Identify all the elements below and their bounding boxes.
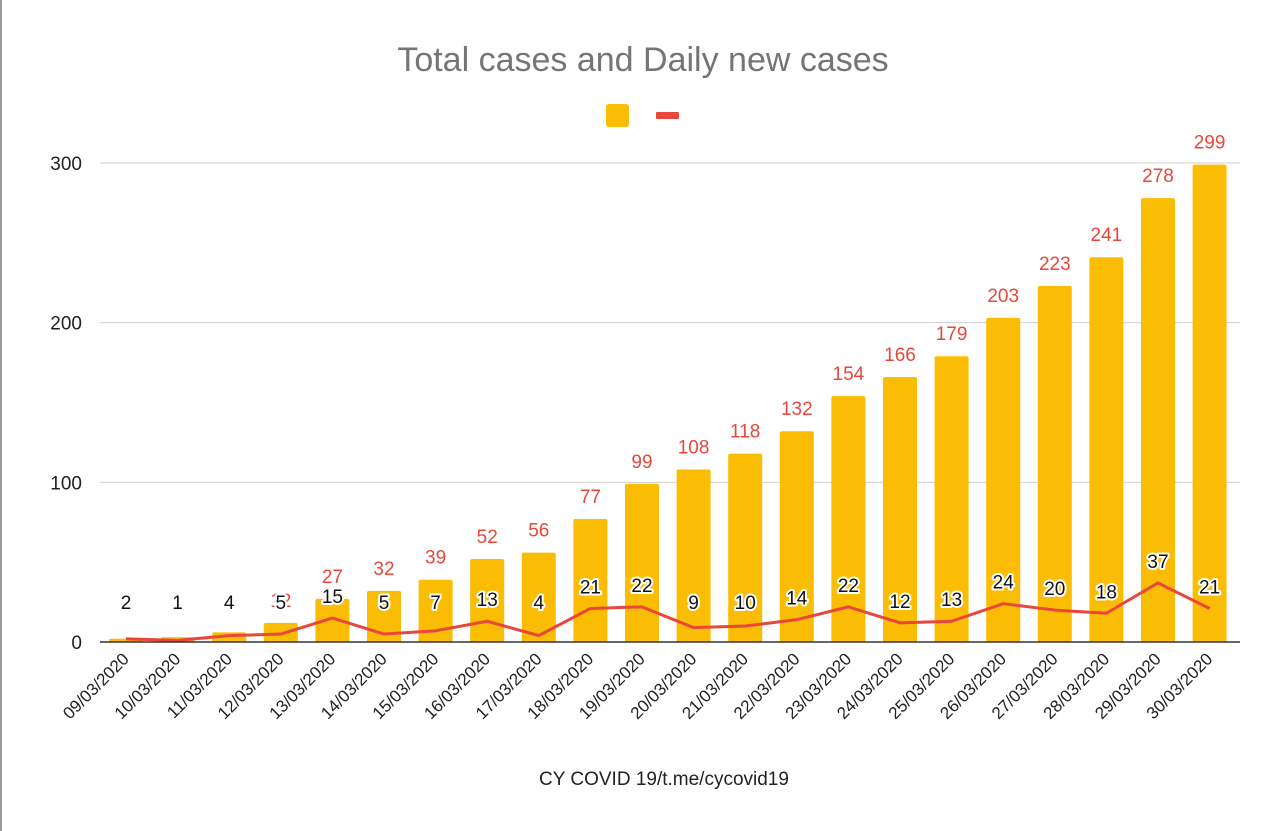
line-data-label: 4 [534, 593, 545, 614]
bar-data-label: 299 [1194, 133, 1226, 154]
bar-data-label: 278 [1142, 166, 1174, 187]
line-data-label: 13 [477, 590, 498, 611]
bar [986, 317, 1021, 642]
x-axis-ticks: 09/03/202010/03/202011/03/202012/03/2020… [59, 649, 1216, 723]
y-tick-label: 300 [50, 154, 82, 175]
line-data-label: 24 [993, 573, 1015, 594]
bar [315, 598, 350, 642]
line-data-label: 13 [941, 590, 962, 611]
line-data-label: 18 [1096, 582, 1117, 603]
line-data-label: 1 [172, 593, 183, 614]
bar [1037, 285, 1072, 642]
line-data-label: 5 [276, 593, 287, 614]
line-data-label: 20 [1044, 579, 1065, 600]
line-data-label: 22 [631, 576, 652, 597]
line-data-label: 5 [379, 593, 390, 614]
y-tick-label: 0 [71, 633, 82, 654]
bar [367, 590, 401, 642]
bar [676, 469, 711, 642]
bar-data-label: 52 [477, 527, 498, 548]
bar-data-label: 12 [270, 591, 291, 612]
legend-swatch-total [606, 104, 629, 127]
bar [1141, 198, 1175, 643]
y-tick-label: 100 [50, 473, 82, 494]
x-axis-title: CY COVID 19/t.me/cycovid19 [539, 769, 789, 790]
line-data-label: 14 [786, 589, 808, 610]
bar [728, 453, 763, 642]
bar-data-label: 223 [1039, 254, 1071, 275]
line-data-label: 21 [1199, 577, 1220, 598]
y-axis-ticks: 0 100 200 300 [50, 154, 82, 654]
line-data-label: 10 [735, 593, 756, 614]
line-data-label: 7 [430, 593, 441, 614]
bar [521, 552, 556, 642]
line-data-label: 21 [580, 577, 601, 598]
bar-data-label: 132 [781, 399, 813, 420]
bar [1089, 257, 1124, 642]
bar-series [109, 164, 1227, 643]
chart-title: Total cases and Daily new cases [397, 41, 888, 79]
bar [470, 558, 505, 642]
bar-data-label: 99 [631, 452, 652, 473]
y-tick-label: 200 [50, 314, 82, 335]
legend-swatch-daily [656, 112, 679, 119]
bar [934, 356, 969, 642]
daily-line [125, 581, 1211, 642]
bar [831, 396, 866, 642]
legend [606, 104, 679, 127]
line-data-label: 9 [688, 593, 699, 614]
bar-data-label: 32 [373, 559, 394, 580]
line-data-label: 2 [121, 593, 132, 614]
line-data-label: 22 [838, 576, 859, 597]
bar-data-label: 154 [833, 364, 865, 385]
bar [418, 579, 453, 642]
bar-data-label: 77 [580, 487, 601, 508]
bar-data-label: 166 [884, 345, 916, 366]
line-data-label: 15 [322, 587, 343, 608]
line-data-label: 12 [889, 592, 910, 613]
bar-data-label: 39 [425, 548, 446, 569]
bar-data-label: 27 [322, 567, 343, 588]
bar-data-label: 56 [528, 521, 549, 542]
bar [263, 622, 298, 642]
bar-data-label: 179 [936, 324, 968, 345]
bar [625, 483, 659, 642]
line-series [125, 581, 1211, 642]
bar [883, 376, 917, 642]
line-data-label: 4 [224, 593, 235, 614]
bar [779, 431, 814, 642]
bar-data-label: 241 [1091, 225, 1123, 246]
bar-data-label: 108 [678, 438, 710, 459]
line-data-label: 37 [1147, 552, 1168, 573]
bar [1192, 164, 1227, 642]
bar-data-label: 118 [730, 422, 760, 443]
bar-data-label: 203 [987, 286, 1019, 307]
